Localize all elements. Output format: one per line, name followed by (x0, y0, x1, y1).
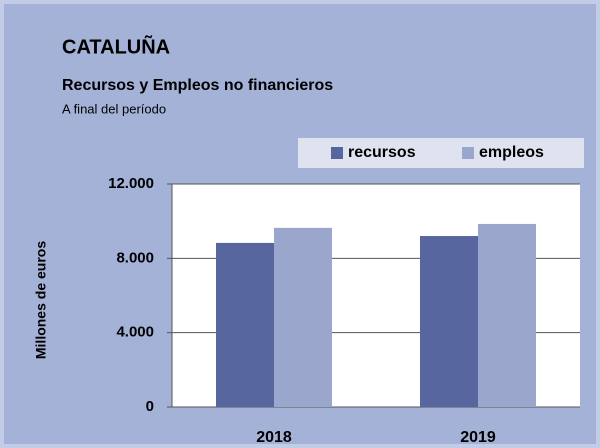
y-tick-label: 12.000 (108, 175, 154, 192)
chart-subtitle: Recursos y Empleos no financieros (62, 77, 333, 94)
legend-swatch (331, 147, 343, 159)
legend-label: recursos (348, 144, 416, 161)
bar (478, 223, 536, 407)
legend-label: empleos (479, 144, 544, 161)
bar (274, 227, 332, 407)
y-tick-label: 0 (146, 398, 154, 415)
y-tick-label: 8.000 (116, 249, 154, 266)
bar (420, 236, 478, 407)
legend-box (298, 138, 584, 168)
y-tick-label: 4.000 (116, 324, 154, 341)
y-axis-label: Millones de euros (33, 241, 49, 359)
chart-note: A final del período (62, 101, 166, 116)
chart-title: CATALUÑA (62, 35, 170, 58)
legend-swatch (462, 147, 474, 159)
bar (216, 242, 274, 407)
x-tick-label: 2019 (460, 429, 496, 446)
x-tick-label: 2018 (256, 429, 292, 446)
